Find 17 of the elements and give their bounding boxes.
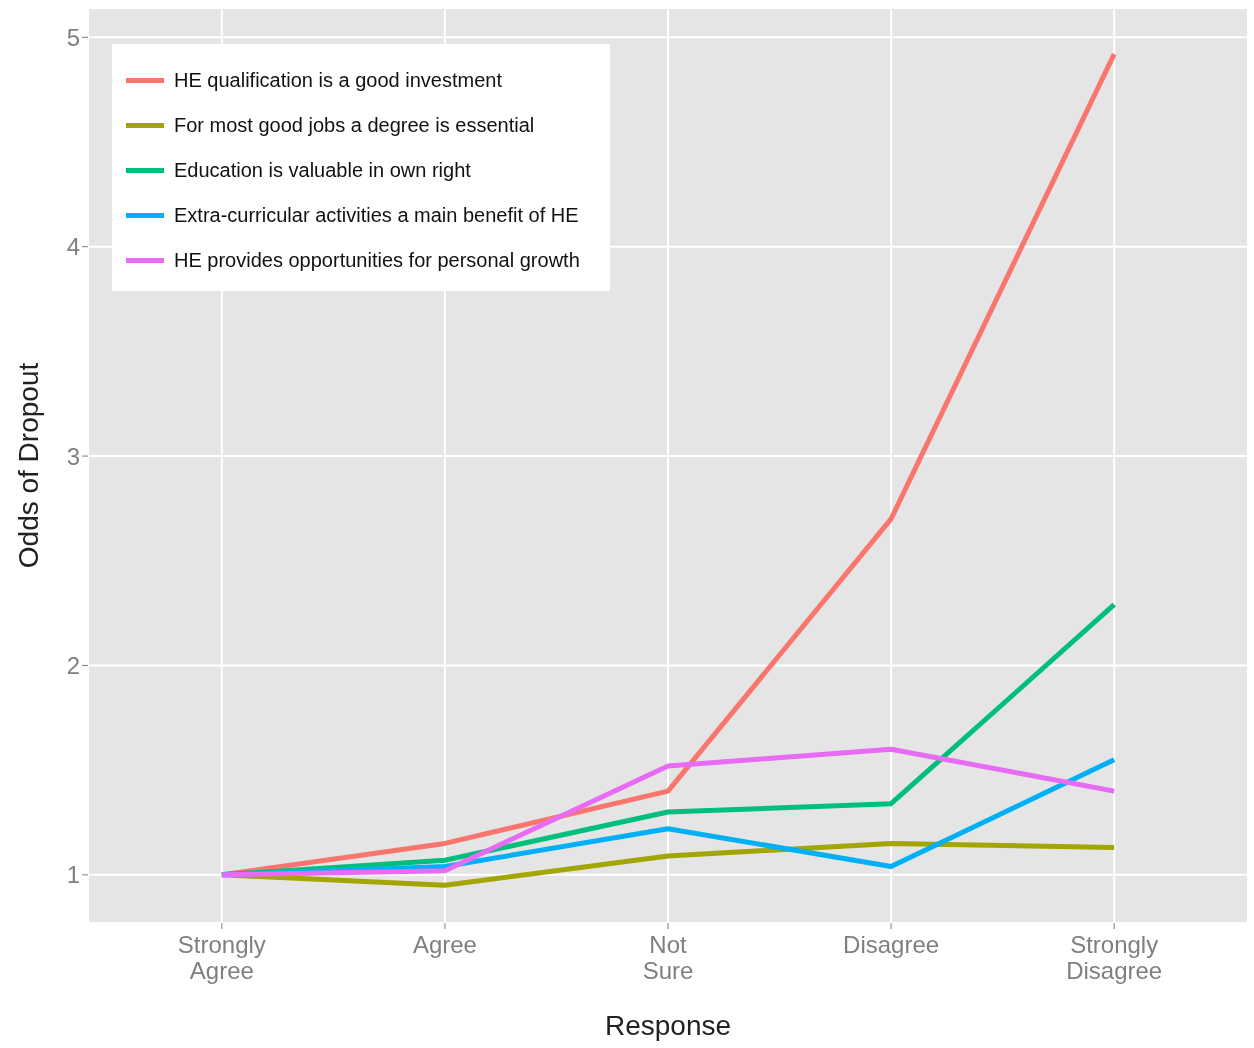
legend-label: HE qualification is a good investment xyxy=(174,69,502,92)
x-tick-label: Disagree xyxy=(843,931,940,958)
y-tick-label: 2 xyxy=(66,651,80,679)
legend-label: Education is valuable in own right xyxy=(174,159,471,182)
x-tick-label: Strongly Agree xyxy=(177,931,266,984)
x-tick-label: Not Sure xyxy=(642,931,694,984)
legend-label: HE provides opportunities for personal growth xyxy=(174,249,580,272)
y-axis-title: Odds of Dropout xyxy=(12,362,44,569)
legend-label: For most good jobs a degree is essential xyxy=(174,114,535,137)
x-tick-label: Strongly Disagree xyxy=(1066,931,1163,984)
y-tick-label: 1 xyxy=(66,861,80,889)
x-axis-title: Response xyxy=(604,1010,732,1041)
legend-label: Extra-curricular activities a main benefit of HE xyxy=(174,204,579,227)
y-tick-label: 4 xyxy=(66,233,80,261)
y-tick-label: 5 xyxy=(66,23,80,51)
y-tick-label: 3 xyxy=(66,442,80,470)
x-tick-label: Agree xyxy=(412,931,477,958)
